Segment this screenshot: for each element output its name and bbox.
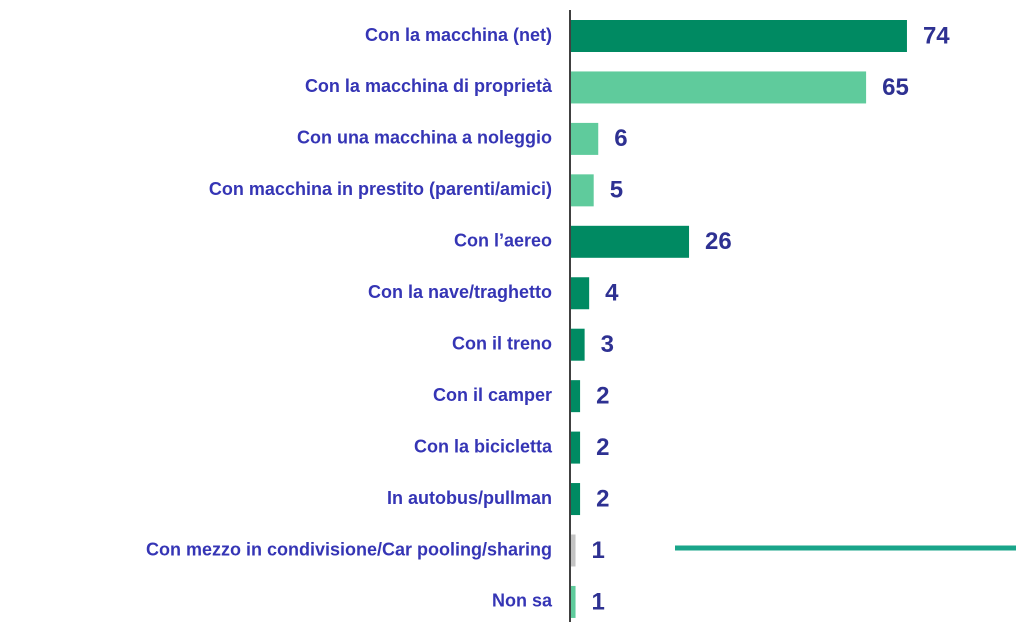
bar: [571, 277, 590, 310]
category-label: Con il camper: [433, 385, 552, 405]
value-label: 2: [596, 485, 609, 512]
category-label: Con macchina in prestito (parenti/amici): [209, 179, 552, 199]
category-label: Con una macchina a noleggio: [297, 128, 552, 148]
bar: [571, 534, 576, 567]
bar: [571, 71, 867, 104]
category-label: Con la macchina (net): [365, 25, 552, 45]
category-label: In autobus/pullman: [387, 488, 552, 508]
bar: [571, 174, 594, 207]
bar: [571, 20, 907, 52]
category-label: Con l’aereo: [454, 231, 552, 251]
value-label: 74: [923, 22, 950, 49]
bar: [571, 483, 581, 516]
category-label: Con mezzo in condivisione/Car pooling/sh…: [146, 539, 552, 559]
category-label: Con il treno: [452, 333, 552, 353]
bar: [571, 431, 581, 464]
category-label: Con la bicicletta: [414, 436, 553, 456]
value-label: 4: [605, 280, 619, 307]
value-label: 3: [601, 331, 614, 358]
value-label: 1: [592, 537, 605, 564]
bar: [571, 380, 581, 413]
category-label: Con la macchina di proprietà: [305, 76, 553, 96]
value-label: 26: [705, 228, 732, 255]
value-label: 5: [610, 177, 623, 204]
bar: [571, 122, 599, 155]
category-label: Non sa: [492, 591, 553, 611]
value-label: 2: [596, 382, 609, 409]
value-label: 1: [592, 588, 605, 615]
category-label: Con la nave/traghetto: [368, 282, 552, 302]
bar: [571, 328, 585, 361]
bar: [571, 225, 690, 258]
value-label: 6: [614, 125, 627, 152]
value-label: 65: [882, 74, 909, 101]
bar: [571, 585, 576, 618]
value-label: 2: [596, 434, 609, 461]
